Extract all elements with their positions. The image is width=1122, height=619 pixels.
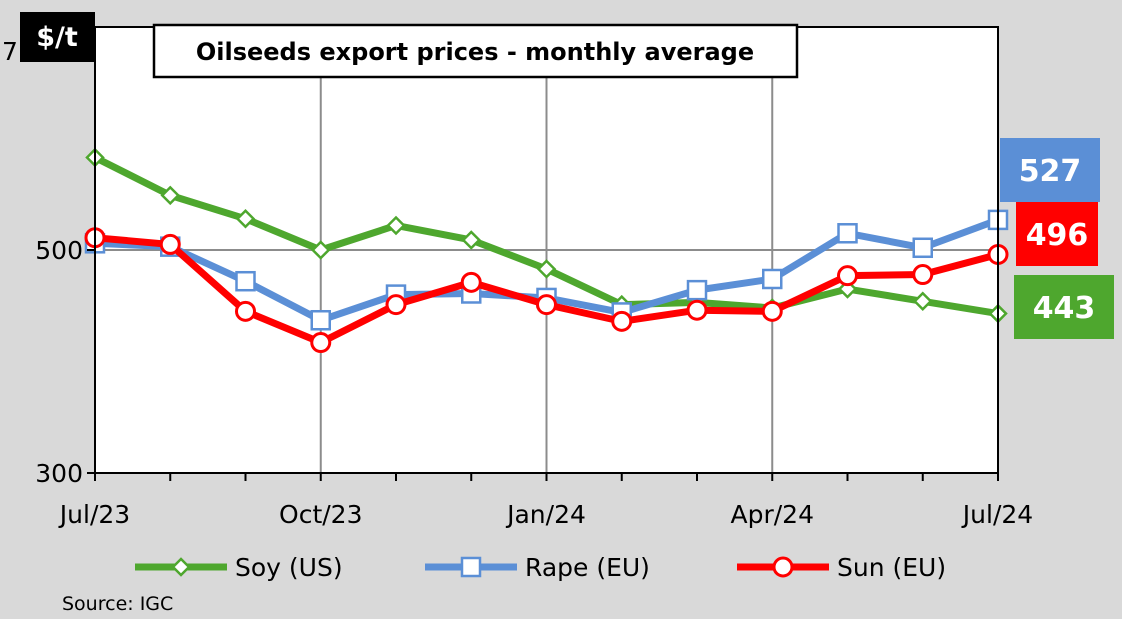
legend-item: Rape (EU) (425, 553, 650, 582)
end-value-label: 527 (1019, 154, 1082, 189)
x-tick-label: Jul/23 (58, 500, 130, 529)
data-point-soy-us (536, 259, 557, 279)
legend: Soy (US) Rape (EU) Sun (EU) (135, 553, 946, 582)
source-note: Source: IGC (62, 593, 173, 615)
data-point-soy-us (461, 230, 482, 250)
data-point-sun-eu (460, 271, 482, 293)
data-point-sun-eu (611, 310, 633, 332)
data-point-soy-us (235, 209, 256, 229)
data-point-rape-eu (762, 268, 783, 290)
legend-label: Soy (US) (235, 553, 343, 582)
end-value-label: 496 (1026, 218, 1089, 253)
end-value-badge: 527 (1000, 138, 1100, 202)
data-point-sun-eu (837, 265, 858, 287)
x-tick-label: Jan/24 (505, 500, 586, 529)
x-tick-label: Jul/24 (961, 500, 1033, 529)
legend-swatch-marker (171, 557, 191, 577)
data-point-sun-eu (912, 264, 934, 286)
data-point-rape-eu (912, 237, 933, 259)
end-value-badge: 443 (1014, 275, 1114, 339)
data-point-sun-eu (761, 300, 783, 322)
y-tick-label: 300 (35, 459, 83, 488)
legend-label: Rape (EU) (525, 553, 650, 582)
data-point-rape-eu (310, 309, 331, 331)
end-value-badge-bg (1000, 138, 1100, 202)
data-point-sun-eu (235, 300, 256, 322)
chart-title: Oilseeds export prices - monthly average (196, 38, 754, 66)
end-value-label: 443 (1033, 291, 1096, 326)
data-point-soy-us (912, 291, 933, 312)
data-point-rape-eu (235, 270, 256, 292)
data-point-sun-eu (310, 332, 332, 354)
y-tick-label: 500 (35, 236, 83, 265)
data-point-soy-us (310, 240, 331, 260)
data-point-rape-eu (837, 223, 858, 244)
end-value-badge: 496 (1016, 202, 1098, 266)
y-tick-label-partial: 7 (2, 37, 18, 66)
data-point-sun-eu (536, 294, 557, 316)
data-point-rape-eu (686, 279, 708, 301)
legend-swatch-marker (772, 556, 794, 578)
legend-item: Soy (US) (135, 553, 343, 582)
data-point-soy-us (386, 215, 406, 236)
series-soy-us (85, 147, 1008, 324)
end-value-badge-bg (1016, 202, 1098, 266)
chart-title-box: Oilseeds export prices - monthly average (152, 23, 799, 79)
data-point-sun-eu (385, 294, 407, 316)
end-value-badge-bg (1014, 275, 1114, 339)
legend-label: Sun (EU) (837, 553, 946, 582)
data-point-sun-eu (159, 233, 181, 255)
legend-item: Sun (EU) (737, 553, 946, 582)
x-tick-label: Oct/23 (279, 500, 362, 529)
unit-label-box: 7 $/t (2, 12, 95, 66)
series-sun-eu (84, 227, 1009, 354)
data-point-soy-us (160, 185, 181, 206)
data-point-sun-eu (686, 299, 708, 321)
x-tick-label: Apr/24 (731, 500, 814, 529)
unit-label: $/t (36, 22, 78, 53)
legend-swatch-marker (460, 556, 482, 578)
